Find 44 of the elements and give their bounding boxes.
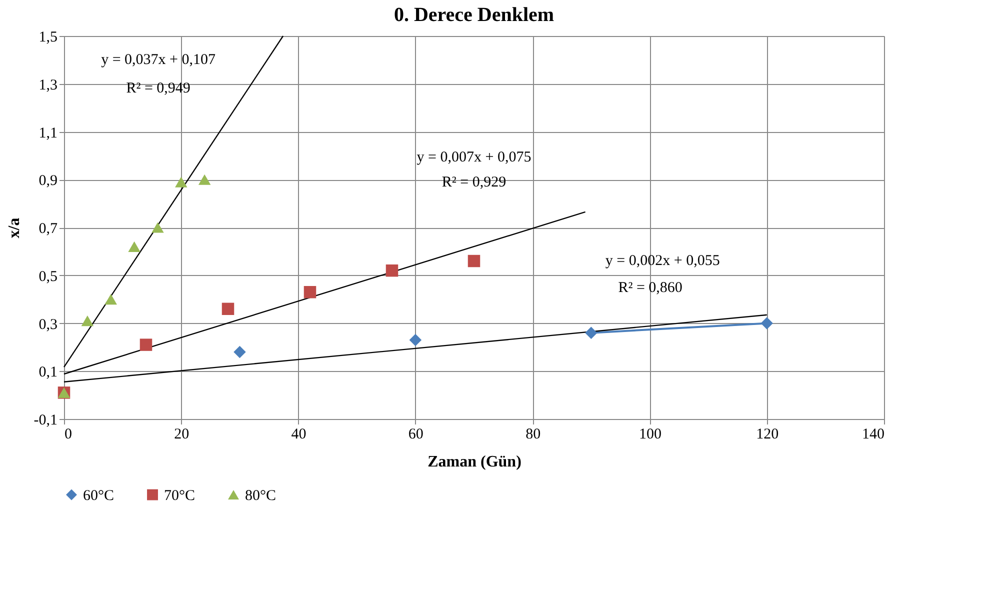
y-tick-label: 1,3	[38, 77, 58, 94]
x-tick-label: 20	[174, 426, 190, 442]
x-tick-label: 80	[526, 426, 541, 442]
y-tick-label: 0,9	[38, 173, 58, 190]
annotation: R² = 0,949	[126, 80, 190, 97]
legend-label: 70°C	[164, 488, 196, 504]
point	[585, 326, 598, 339]
annotation: y = 0,002x + 0,055	[605, 253, 720, 270]
point	[222, 302, 234, 316]
x-tick-label: 100	[638, 426, 662, 442]
x-tick-label: 40	[291, 426, 306, 442]
point	[140, 338, 152, 351]
point	[409, 334, 422, 346]
point	[386, 264, 398, 277]
annotation: y = 0,037x + 0,107	[101, 52, 216, 68]
x-tick-label: 120	[756, 426, 779, 442]
y-tick-label: 0,5	[38, 268, 58, 285]
x-axis-title: Zaman (Gün)	[428, 454, 522, 470]
point	[198, 174, 211, 185]
x-tick-label: 60	[408, 426, 424, 442]
annotation: R² = 0,860	[618, 280, 682, 296]
point	[175, 176, 188, 188]
x-tick-label: 140	[862, 426, 884, 442]
y-tick-label: 1,5	[38, 30, 58, 46]
point	[234, 346, 246, 358]
annotation: y = 0,007x + 0,075	[416, 150, 532, 166]
y-axis-title: x/a	[6, 218, 23, 238]
point	[152, 222, 164, 233]
point	[81, 316, 94, 326]
legend-label: 60°C	[83, 488, 114, 504]
y-tick-label: 0,3	[38, 316, 58, 333]
chart-title: 0. Derece Denklem	[394, 4, 554, 26]
legend-label: 80°C	[245, 488, 276, 504]
y-tick-label: -0,1	[34, 412, 58, 428]
annotation: R² = 0,929	[442, 174, 506, 191]
point	[128, 241, 140, 252]
x-tick-label: 0	[64, 426, 72, 442]
point	[468, 254, 480, 268]
y-tick-label: 0,7	[38, 221, 58, 237]
point	[104, 294, 117, 305]
point	[304, 286, 316, 298]
y-tick-label: 1,1	[38, 125, 58, 142]
point	[760, 317, 773, 330]
y-tick-label: 0,1	[38, 364, 58, 381]
